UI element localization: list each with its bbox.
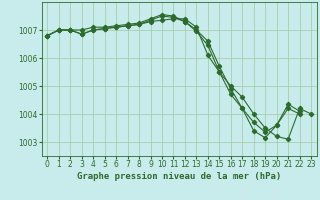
X-axis label: Graphe pression niveau de la mer (hPa): Graphe pression niveau de la mer (hPa) <box>77 172 281 181</box>
